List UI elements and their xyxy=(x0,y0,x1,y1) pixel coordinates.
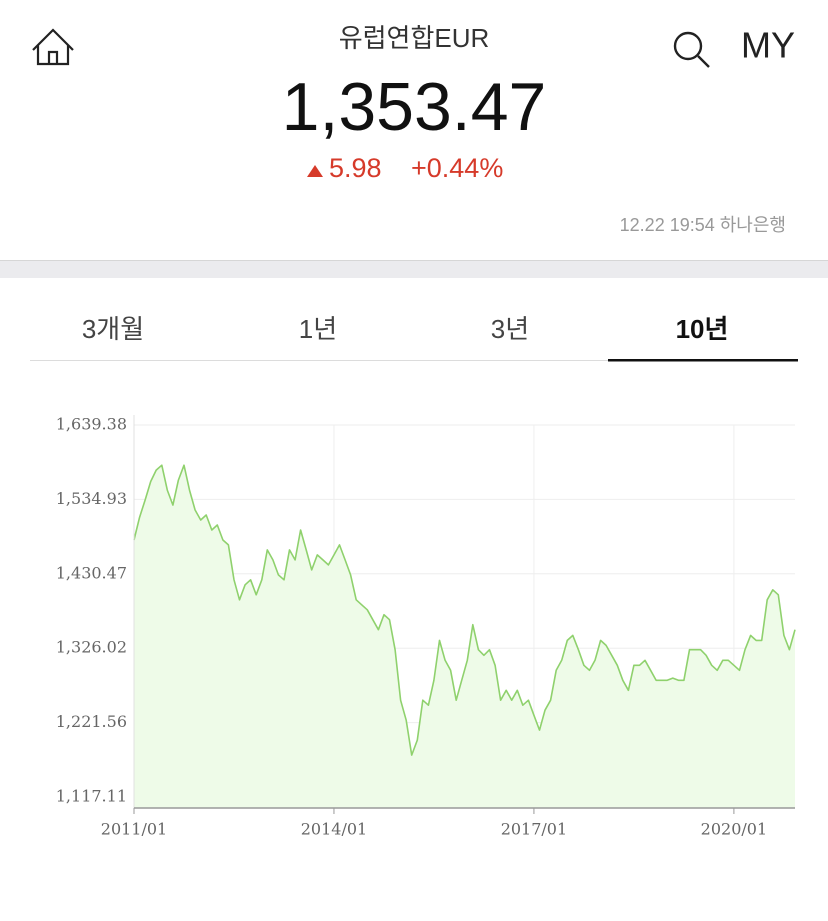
x-tick-label: 2020/01 xyxy=(701,820,767,839)
timestamp: 12.22 19:54 하나은행 xyxy=(620,215,786,235)
y-tick-label: 1,326.02 xyxy=(56,638,127,657)
page-title: 유럽연합EUR xyxy=(339,23,490,53)
search-icon xyxy=(673,31,703,61)
search-button[interactable] xyxy=(673,31,710,68)
tab-bar: 3개월 1년 3년 10년 xyxy=(82,314,798,362)
change-percent: +0.44% xyxy=(411,153,503,183)
price-line xyxy=(133,464,796,756)
chart: 1,117.11 1,221.56 1,326.02 1,430.47 1,534.93… xyxy=(56,415,796,839)
x-tick-label: 2014/01 xyxy=(301,820,367,839)
home-icon xyxy=(47,50,59,64)
tab[interactable]: 1년 xyxy=(299,314,337,344)
y-tick-label: 1,221.56 xyxy=(56,712,127,731)
x-tick-label: 2017/01 xyxy=(501,820,567,839)
y-tick-label: 1,639.38 xyxy=(56,415,127,434)
tab[interactable]: 3개월 xyxy=(82,314,144,344)
tab-indicator xyxy=(608,359,798,362)
price: 1,353.47 xyxy=(282,69,547,145)
home-icon xyxy=(32,28,74,51)
search-icon xyxy=(697,55,710,68)
tab[interactable]: 3년 xyxy=(491,314,529,344)
home-icon xyxy=(36,45,70,66)
home-button[interactable] xyxy=(32,28,74,66)
up-arrow xyxy=(307,165,323,177)
x-tick-label: 2011/01 xyxy=(101,820,167,839)
y-tick-label: 1,117.11 xyxy=(56,787,127,806)
area-fill xyxy=(134,465,795,808)
change: 5.98 xyxy=(329,153,382,183)
y-tick-label: 1,534.93 xyxy=(56,489,127,508)
divider-band xyxy=(0,260,828,278)
y-tick-label: 1,430.47 xyxy=(56,563,127,582)
tab[interactable]: 10년 xyxy=(676,314,729,344)
my-button[interactable]: MY xyxy=(741,25,795,66)
